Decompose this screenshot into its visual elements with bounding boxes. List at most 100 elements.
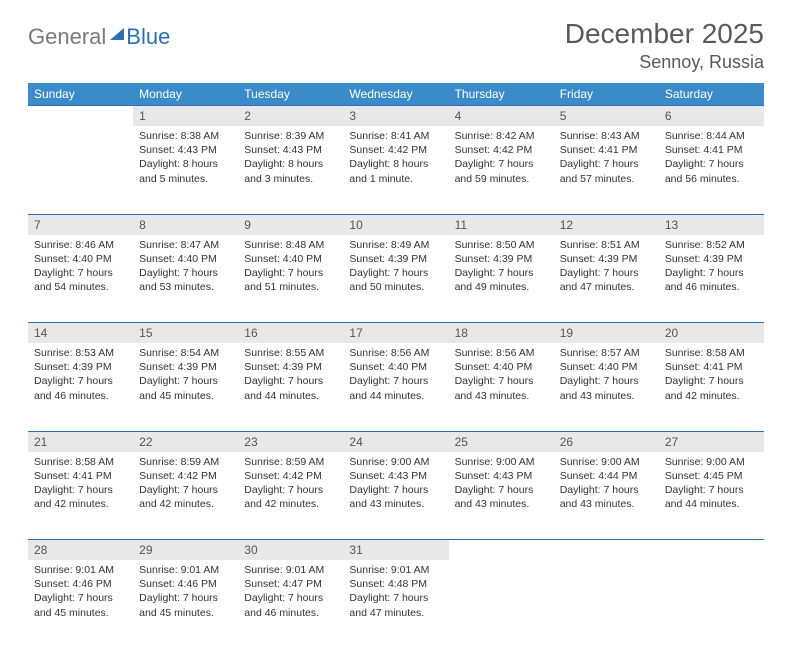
- day-info-cell: Sunrise: 8:48 AMSunset: 4:40 PMDaylight:…: [238, 235, 343, 323]
- day-info: Sunrise: 8:43 AMSunset: 4:41 PMDaylight:…: [560, 129, 653, 186]
- sunrise-text: Sunrise: 8:44 AM: [665, 129, 758, 143]
- sunset-text: Sunset: 4:40 PM: [560, 360, 653, 374]
- day-number-cell: [554, 540, 659, 561]
- sunrise-text: Sunrise: 9:01 AM: [349, 563, 442, 577]
- sunrise-text: Sunrise: 8:42 AM: [455, 129, 548, 143]
- sunrise-text: Sunrise: 8:56 AM: [349, 346, 442, 360]
- sunset-text: Sunset: 4:39 PM: [244, 360, 337, 374]
- day-number: 23: [244, 435, 257, 449]
- day-info: Sunrise: 8:52 AMSunset: 4:39 PMDaylight:…: [665, 238, 758, 295]
- sunset-text: Sunset: 4:40 PM: [139, 252, 232, 266]
- daylight-text: Daylight: 7 hours and 47 minutes.: [560, 266, 653, 294]
- sunset-text: Sunset: 4:39 PM: [665, 252, 758, 266]
- day-info: Sunrise: 8:38 AMSunset: 4:43 PMDaylight:…: [139, 129, 232, 186]
- day-info: Sunrise: 8:57 AMSunset: 4:40 PMDaylight:…: [560, 346, 653, 403]
- week-info-row: Sunrise: 9:01 AMSunset: 4:46 PMDaylight:…: [28, 560, 764, 648]
- daylight-text: Daylight: 7 hours and 44 minutes.: [349, 374, 442, 402]
- day-number: 27: [665, 435, 678, 449]
- day-info-cell: Sunrise: 8:57 AMSunset: 4:40 PMDaylight:…: [554, 343, 659, 431]
- weekday-wednesday: Wednesday: [343, 83, 448, 106]
- daylight-text: Daylight: 7 hours and 56 minutes.: [665, 157, 758, 185]
- day-info-cell: Sunrise: 8:58 AMSunset: 4:41 PMDaylight:…: [659, 343, 764, 431]
- day-number: 17: [349, 326, 362, 340]
- sunset-text: Sunset: 4:47 PM: [244, 577, 337, 591]
- daylight-text: Daylight: 7 hours and 44 minutes.: [665, 483, 758, 511]
- day-number-cell: 30: [238, 540, 343, 561]
- day-info-cell: Sunrise: 8:44 AMSunset: 4:41 PMDaylight:…: [659, 126, 764, 214]
- title-block: December 2025 Sennoy, Russia: [565, 18, 764, 73]
- day-number: 5: [560, 109, 567, 123]
- day-number: 12: [560, 218, 573, 232]
- day-number: 31: [349, 543, 362, 557]
- daylight-text: Daylight: 7 hours and 50 minutes.: [349, 266, 442, 294]
- day-info-cell: Sunrise: 9:01 AMSunset: 4:48 PMDaylight:…: [343, 560, 448, 648]
- day-info-cell: Sunrise: 8:38 AMSunset: 4:43 PMDaylight:…: [133, 126, 238, 214]
- sunset-text: Sunset: 4:41 PM: [34, 469, 127, 483]
- day-info: Sunrise: 8:39 AMSunset: 4:43 PMDaylight:…: [244, 129, 337, 186]
- day-info: Sunrise: 9:00 AMSunset: 4:45 PMDaylight:…: [665, 455, 758, 512]
- sunset-text: Sunset: 4:39 PM: [455, 252, 548, 266]
- day-number: 2: [244, 109, 251, 123]
- day-info: Sunrise: 8:58 AMSunset: 4:41 PMDaylight:…: [665, 346, 758, 403]
- sunset-text: Sunset: 4:41 PM: [560, 143, 653, 157]
- day-info-cell: Sunrise: 8:47 AMSunset: 4:40 PMDaylight:…: [133, 235, 238, 323]
- sunrise-text: Sunrise: 8:47 AM: [139, 238, 232, 252]
- weekday-sunday: Sunday: [28, 83, 133, 106]
- day-number: 20: [665, 326, 678, 340]
- sunset-text: Sunset: 4:40 PM: [244, 252, 337, 266]
- day-number-cell: 3: [343, 106, 448, 127]
- day-number: 18: [455, 326, 468, 340]
- daylight-text: Daylight: 7 hours and 45 minutes.: [139, 374, 232, 402]
- daylight-text: Daylight: 7 hours and 43 minutes.: [455, 483, 548, 511]
- week-daynum-row: 123456: [28, 106, 764, 127]
- day-number-cell: 7: [28, 214, 133, 235]
- day-number-cell: 23: [238, 431, 343, 452]
- day-info-cell: Sunrise: 8:59 AMSunset: 4:42 PMDaylight:…: [238, 452, 343, 540]
- day-number-cell: 8: [133, 214, 238, 235]
- day-info-cell: Sunrise: 8:55 AMSunset: 4:39 PMDaylight:…: [238, 343, 343, 431]
- sunrise-text: Sunrise: 8:49 AM: [349, 238, 442, 252]
- sunrise-text: Sunrise: 8:52 AM: [665, 238, 758, 252]
- day-info: Sunrise: 8:55 AMSunset: 4:39 PMDaylight:…: [244, 346, 337, 403]
- sunset-text: Sunset: 4:48 PM: [349, 577, 442, 591]
- week-info-row: Sunrise: 8:53 AMSunset: 4:39 PMDaylight:…: [28, 343, 764, 431]
- sunset-text: Sunset: 4:39 PM: [139, 360, 232, 374]
- sunset-text: Sunset: 4:43 PM: [139, 143, 232, 157]
- sunrise-text: Sunrise: 9:00 AM: [455, 455, 548, 469]
- day-number: 28: [34, 543, 47, 557]
- day-info: Sunrise: 8:46 AMSunset: 4:40 PMDaylight:…: [34, 238, 127, 295]
- day-number: 14: [34, 326, 47, 340]
- weekday-header-row: Sunday Monday Tuesday Wednesday Thursday…: [28, 83, 764, 106]
- day-number-cell: 12: [554, 214, 659, 235]
- sunset-text: Sunset: 4:43 PM: [455, 469, 548, 483]
- day-info-cell: Sunrise: 8:43 AMSunset: 4:41 PMDaylight:…: [554, 126, 659, 214]
- daylight-text: Daylight: 7 hours and 42 minutes.: [34, 483, 127, 511]
- day-info: Sunrise: 9:00 AMSunset: 4:43 PMDaylight:…: [455, 455, 548, 512]
- day-number: 15: [139, 326, 152, 340]
- day-info: Sunrise: 8:53 AMSunset: 4:39 PMDaylight:…: [34, 346, 127, 403]
- day-info: Sunrise: 8:51 AMSunset: 4:39 PMDaylight:…: [560, 238, 653, 295]
- sunset-text: Sunset: 4:39 PM: [349, 252, 442, 266]
- day-number-cell: 19: [554, 323, 659, 344]
- logo-text-general: General: [28, 24, 106, 50]
- daylight-text: Daylight: 7 hours and 42 minutes.: [665, 374, 758, 402]
- day-number: 7: [34, 218, 41, 232]
- sunset-text: Sunset: 4:46 PM: [139, 577, 232, 591]
- day-info: Sunrise: 8:49 AMSunset: 4:39 PMDaylight:…: [349, 238, 442, 295]
- daylight-text: Daylight: 7 hours and 43 minutes.: [455, 374, 548, 402]
- day-number: 6: [665, 109, 672, 123]
- weekday-monday: Monday: [133, 83, 238, 106]
- week-daynum-row: 78910111213: [28, 214, 764, 235]
- month-title: December 2025: [565, 18, 764, 50]
- weekday-tuesday: Tuesday: [238, 83, 343, 106]
- sunset-text: Sunset: 4:41 PM: [665, 143, 758, 157]
- day-number-cell: 14: [28, 323, 133, 344]
- sunrise-text: Sunrise: 9:01 AM: [34, 563, 127, 577]
- daylight-text: Daylight: 7 hours and 43 minutes.: [560, 374, 653, 402]
- daylight-text: Daylight: 7 hours and 45 minutes.: [139, 591, 232, 619]
- day-number: 9: [244, 218, 251, 232]
- day-info: Sunrise: 9:00 AMSunset: 4:43 PMDaylight:…: [349, 455, 442, 512]
- day-number: 4: [455, 109, 462, 123]
- day-info: Sunrise: 8:58 AMSunset: 4:41 PMDaylight:…: [34, 455, 127, 512]
- daylight-text: Daylight: 7 hours and 45 minutes.: [34, 591, 127, 619]
